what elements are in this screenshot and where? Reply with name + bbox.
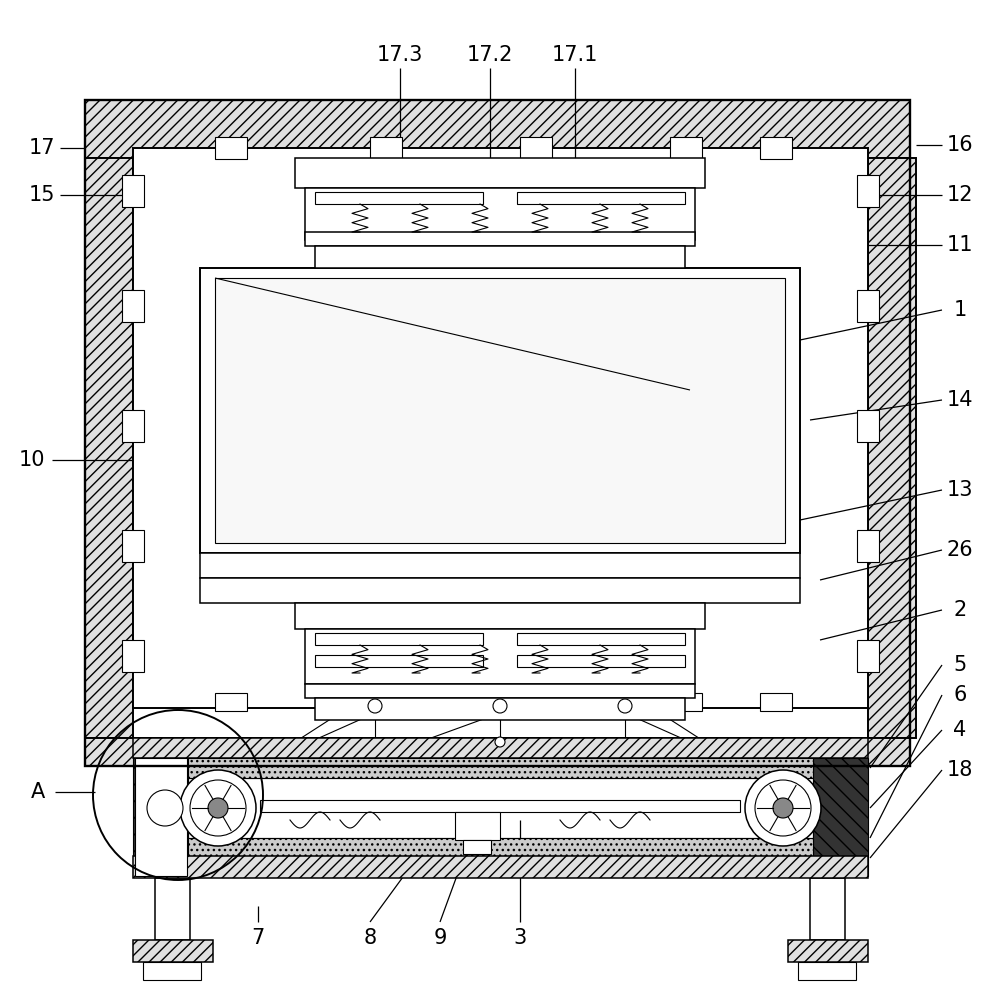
Text: 7: 7 (251, 928, 265, 948)
Text: 16: 16 (947, 135, 973, 155)
Bar (85, 738, 910, 766)
Bar (295, 158, 705, 188)
Text: 13: 13 (947, 480, 973, 500)
Text: 17.1: 17.1 (552, 45, 598, 65)
Text: 11: 11 (947, 235, 973, 255)
Bar (122, 290, 144, 322)
Bar (517, 633, 685, 645)
Bar (215, 137, 247, 159)
Bar (188, 838, 813, 856)
Text: 9: 9 (433, 928, 447, 948)
Bar (85, 100, 910, 766)
Text: 6: 6 (953, 685, 967, 705)
Bar (370, 137, 402, 159)
Bar (868, 158, 916, 738)
Bar (760, 693, 792, 711)
Bar (857, 640, 879, 672)
Circle shape (495, 737, 505, 747)
Circle shape (493, 699, 507, 713)
Bar (315, 698, 685, 720)
Bar (200, 578, 800, 603)
Bar (188, 778, 813, 838)
Text: 18: 18 (947, 760, 973, 780)
Bar (857, 410, 879, 442)
Bar (520, 137, 552, 159)
Bar (200, 268, 800, 553)
Text: 10: 10 (19, 450, 45, 470)
Bar (517, 655, 685, 667)
Bar (315, 192, 483, 204)
Bar (305, 188, 695, 240)
Bar (305, 684, 695, 698)
Circle shape (745, 770, 821, 846)
Bar (85, 100, 910, 158)
Bar (857, 530, 879, 562)
Text: 12: 12 (947, 185, 973, 205)
Text: 3: 3 (513, 928, 527, 948)
Circle shape (773, 798, 793, 818)
Bar (455, 812, 500, 840)
Bar (133, 940, 213, 962)
Text: 4: 4 (953, 720, 967, 740)
Bar (122, 530, 144, 562)
Bar (215, 278, 785, 543)
Text: 17: 17 (29, 138, 55, 158)
Bar (520, 693, 552, 711)
Bar (133, 856, 868, 878)
Bar (670, 137, 702, 159)
Bar (760, 137, 792, 159)
Bar (810, 878, 845, 940)
Text: 5: 5 (953, 655, 967, 675)
Text: 2: 2 (953, 600, 967, 620)
Bar (215, 693, 247, 711)
Bar (305, 232, 695, 246)
Text: 26: 26 (947, 540, 973, 560)
Bar (370, 693, 402, 711)
Bar (517, 192, 685, 204)
Bar (857, 175, 879, 207)
Bar (463, 840, 491, 854)
Bar (315, 246, 685, 268)
Bar (315, 633, 483, 645)
Text: 17.3: 17.3 (377, 45, 423, 65)
Bar (305, 629, 695, 684)
Bar (295, 603, 705, 629)
Bar (122, 640, 144, 672)
Text: 8: 8 (363, 928, 377, 948)
Bar (670, 693, 702, 711)
Bar (155, 878, 190, 940)
Circle shape (368, 699, 382, 713)
Bar (813, 758, 868, 876)
Circle shape (208, 798, 228, 818)
Circle shape (190, 780, 246, 836)
Bar (857, 290, 879, 322)
Bar (315, 655, 483, 667)
Bar (135, 758, 187, 876)
Bar (788, 940, 868, 962)
Bar (133, 148, 868, 708)
Circle shape (755, 780, 811, 836)
Bar (260, 800, 740, 812)
Bar (133, 738, 868, 758)
Circle shape (618, 699, 632, 713)
Text: A: A (31, 782, 45, 802)
Bar (200, 553, 800, 578)
Bar (122, 410, 144, 442)
Text: 1: 1 (953, 300, 967, 320)
Bar (133, 758, 188, 876)
Text: 14: 14 (947, 390, 973, 410)
Bar (122, 175, 144, 207)
Circle shape (180, 770, 256, 846)
Bar (188, 758, 813, 778)
Circle shape (147, 790, 183, 826)
Text: 17.2: 17.2 (467, 45, 513, 65)
Bar (143, 962, 201, 980)
Bar (798, 962, 856, 980)
Text: 15: 15 (29, 185, 55, 205)
Bar (85, 158, 133, 738)
